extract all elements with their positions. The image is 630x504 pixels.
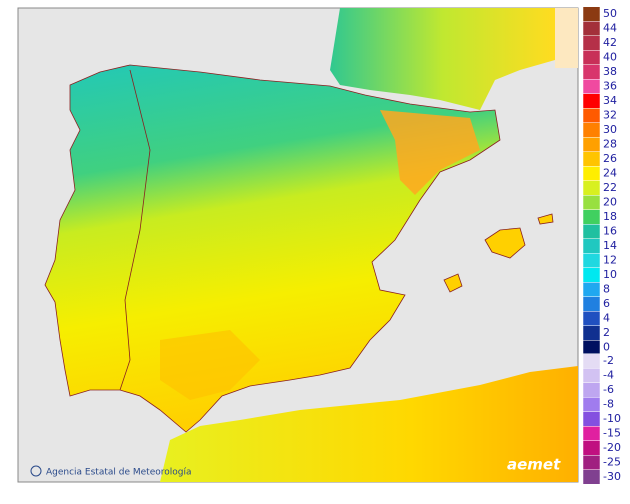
legend-label: 20 [603,196,617,209]
legend-swatch [582,455,601,470]
legend-swatch [582,137,601,152]
legend-label: -15 [603,427,621,440]
logo: aemet [507,456,561,474]
credit: Agencia Estatal de Meteorología [46,468,192,478]
menorca [537,213,554,225]
legend-label: 8 [603,283,610,296]
legend-swatch [582,180,601,196]
france-east [555,8,578,68]
legend-swatch [582,195,601,210]
legend-label: 14 [603,239,617,252]
south-warm [160,330,260,400]
legend-swatch [582,93,601,109]
legend-label: 24 [603,167,617,180]
france [330,8,555,110]
legend-label: 4 [603,312,610,325]
legend-label: 44 [603,22,617,35]
legend-label: -25 [603,456,621,469]
legend-swatch [582,253,601,268]
legend-swatch [582,122,601,138]
legend-swatch [582,426,601,441]
legend-swatch [582,440,601,456]
legend-swatch [582,108,601,123]
legend-label: 32 [603,109,617,122]
legend-swatch [582,151,601,167]
borders [119,69,151,391]
legend-label: -4 [603,369,614,382]
iberia [44,64,501,433]
legend-swatch [582,64,601,80]
legend-swatch [582,224,601,239]
legend-label: 40 [603,51,617,64]
legend-swatch [582,6,601,22]
legend-swatch [582,282,601,297]
legend-swatch [582,166,601,181]
legend-swatch [582,469,601,485]
africa [160,366,578,482]
legend-label: 2 [603,326,610,339]
legend-swatch [582,397,601,412]
legend-swatch [582,267,601,283]
legend-swatch [582,35,601,51]
legend-label: -20 [603,441,621,454]
legend-label: 30 [603,123,617,136]
mallorca [484,227,526,259]
legend-label: 38 [603,65,617,78]
legend-swatch [582,21,601,36]
legend-label: -2 [603,354,614,367]
legend-label: 0 [603,341,610,354]
legend-label: -8 [603,398,614,411]
legend-label: 34 [603,94,617,107]
credit-icon [30,465,42,477]
legend-swatch [582,209,601,225]
legend-label: 18 [603,210,617,223]
legend-label: 28 [603,138,617,151]
legend-swatch [582,368,601,383]
legend-label: 36 [603,80,617,93]
legend-label: 22 [603,181,617,194]
legend-swatch [582,340,601,355]
legend-swatch [582,325,601,341]
legend-swatch [582,50,601,65]
legend-label: -6 [603,383,614,396]
legend-label: 50 [603,7,617,20]
legend-swatch [582,311,601,326]
legend-label: 26 [603,152,617,165]
legend-label: -10 [603,412,621,425]
legend-label: 12 [603,254,617,267]
legend-label: -30 [603,470,621,483]
legend-swatch [582,382,601,398]
legend-label: 16 [603,225,617,238]
legend-swatch [582,296,601,312]
legend-swatch [582,353,601,369]
legend-swatch [582,238,601,254]
legend-label: 6 [603,297,610,310]
legend-swatch [582,411,601,427]
legend-swatch [582,79,601,94]
ebro-warm [380,110,480,195]
legend-label: 10 [603,268,617,281]
ibiza [443,273,463,293]
legend-label: 42 [603,36,617,49]
